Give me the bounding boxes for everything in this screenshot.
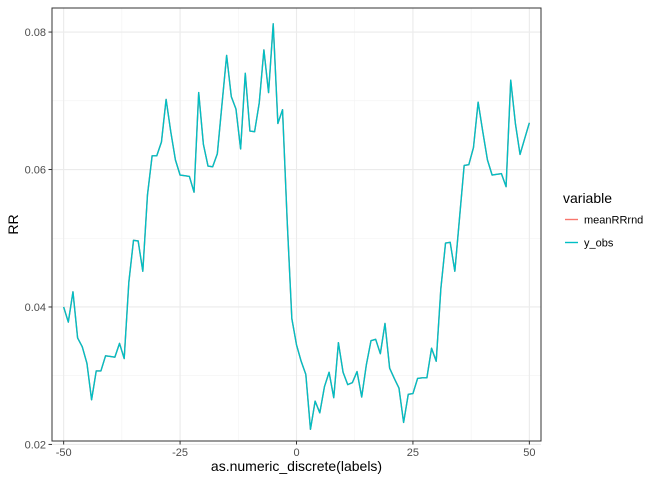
x-tick-label: -50 [56,447,72,459]
y-tick-label: 0.08 [25,27,46,39]
y-axis-title: RR [5,214,21,234]
legend: variable meanRRrnd y_obs [563,190,643,251]
y-tick-label: 0.02 [25,439,46,451]
y-tick-label: 0.06 [25,165,46,177]
axis-ticks: -50 -25 0 25 50 0.02 0.04 0.06 0.08 [25,27,536,459]
x-tick-label: 0 [293,447,299,459]
legend-label-meanRRrnd: meanRRrnd [584,215,643,227]
x-tick-label: 50 [523,447,535,459]
x-axis-title: as.numeric_discrete(labels) [211,458,382,474]
series-line-y_obs [62,23,531,431]
legend-items: meanRRrnd y_obs [563,211,643,251]
y-tick-label: 0.04 [25,302,46,314]
grid [52,8,541,445]
legend-title: variable [563,190,612,206]
legend-label-y_obs: y_obs [584,238,614,250]
x-tick-label: -25 [172,447,188,459]
x-tick-label: 25 [407,447,419,459]
plot-series [62,23,531,431]
